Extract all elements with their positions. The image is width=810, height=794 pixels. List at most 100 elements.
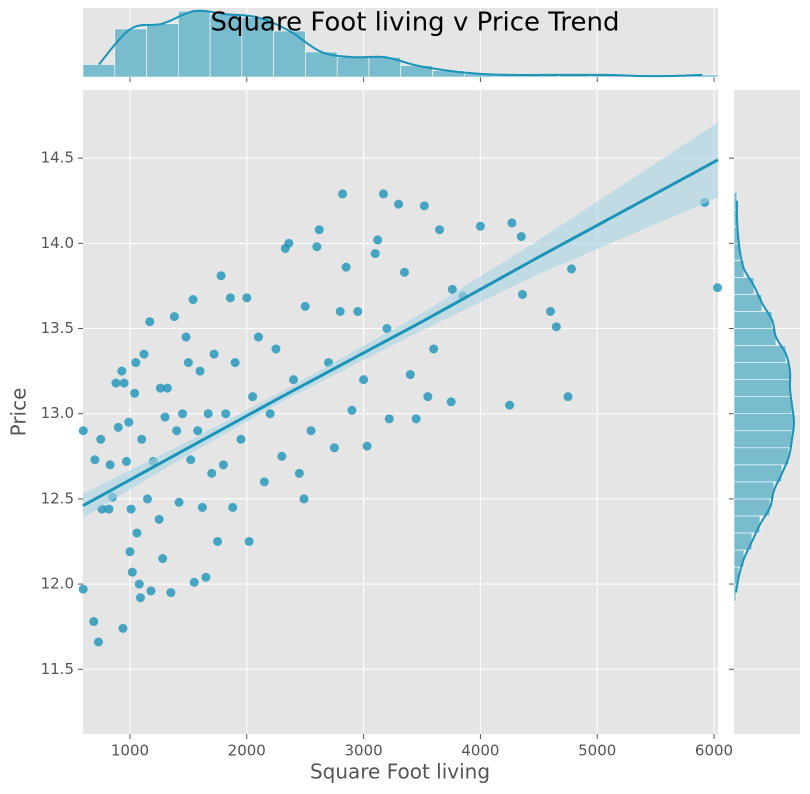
histogram-bar <box>733 294 763 312</box>
scatter-point <box>713 283 723 293</box>
histogram-bar <box>336 56 370 78</box>
scatter-point <box>172 426 182 436</box>
scatter-point <box>142 494 152 504</box>
scatter-point <box>228 502 238 512</box>
scatter-point <box>378 189 388 199</box>
scatter-point <box>154 514 164 524</box>
scatter-point <box>284 238 294 248</box>
scatter-point <box>221 409 231 419</box>
histogram-bar <box>733 345 787 363</box>
scatter-point <box>242 293 252 303</box>
scatter-point <box>253 332 263 342</box>
scatter-point <box>370 249 380 259</box>
scatter-point <box>174 497 184 507</box>
scatter-point <box>394 199 404 209</box>
scatter-point <box>155 383 165 393</box>
kde-curve <box>98 9 703 78</box>
scatter-point <box>382 324 392 334</box>
scatter-point <box>362 441 372 451</box>
scatter-point <box>131 358 141 368</box>
scatter-point <box>551 322 561 332</box>
scatter-point <box>105 460 115 470</box>
scatter-point <box>347 405 357 415</box>
scatter-point <box>446 397 456 407</box>
x-tick-label: 4000 <box>461 742 499 760</box>
scatter-point <box>126 504 136 514</box>
scatter-point <box>517 289 527 299</box>
histogram-bar <box>178 10 211 78</box>
kde-curve <box>735 200 796 593</box>
scatter-point <box>195 366 205 376</box>
scatter-point <box>89 617 99 627</box>
scatter-point <box>124 417 134 427</box>
histogram-bar <box>82 64 116 78</box>
scatter-point <box>294 468 304 478</box>
scatter-point <box>78 584 88 594</box>
scatter-point <box>288 375 298 385</box>
scatter-point <box>505 400 515 410</box>
histogram-bar <box>733 413 795 432</box>
scatter-point <box>117 366 127 376</box>
scatter-point <box>118 623 128 633</box>
scatter-point <box>244 536 254 546</box>
histogram-bar <box>733 464 783 483</box>
scatter-point <box>132 528 142 538</box>
scatter-point <box>359 375 369 385</box>
scatter-point <box>423 392 433 402</box>
histogram-bar <box>733 498 771 517</box>
scatter-point <box>373 235 383 245</box>
scatter-point <box>306 426 316 436</box>
scatter-point <box>399 267 409 277</box>
scatter-point <box>203 409 213 419</box>
scatter-point <box>411 414 421 424</box>
histogram-bar <box>733 362 791 380</box>
scatter-point <box>353 306 363 316</box>
scatter-point <box>119 378 129 388</box>
scatter-point <box>145 317 155 327</box>
scatter-point <box>130 388 140 398</box>
scatter-point <box>111 378 121 388</box>
scatter-point <box>567 264 577 274</box>
scatter-point <box>563 392 573 402</box>
scatter-point <box>160 412 170 422</box>
y-tick-label: 12.5 <box>41 489 74 507</box>
histogram-bar <box>305 51 338 78</box>
scatter-point <box>429 344 439 354</box>
scatter-point <box>341 262 351 272</box>
scatter-point <box>338 189 348 199</box>
scatter-point <box>139 349 149 359</box>
scatter-point <box>186 455 196 465</box>
scatter-point <box>90 455 100 465</box>
x-tick-label: 3000 <box>344 742 382 760</box>
scatter-point <box>93 637 103 647</box>
y-tick-label: 14.5 <box>41 149 74 167</box>
scatter-point <box>216 271 226 281</box>
y-tick-label: 11.5 <box>41 660 74 678</box>
scatter-point <box>183 358 193 368</box>
scatter-point <box>419 201 429 211</box>
histogram-bar <box>146 23 179 78</box>
histogram-bar <box>241 17 274 78</box>
scatter-point <box>314 225 324 235</box>
scatter-point <box>405 370 415 380</box>
scatter-point <box>158 554 168 564</box>
scatter-point <box>516 232 526 242</box>
scatter-point <box>384 414 394 424</box>
histogram-bar <box>733 430 793 449</box>
scatter-point <box>545 306 555 316</box>
scatter-point <box>134 579 144 589</box>
layer: 1000 2000 3000 4000 5000 6000 11.5 12.0 12.5 13.0… <box>41 8 800 760</box>
histogram-bar <box>733 328 777 346</box>
chart-title: Square Foot living v Price Trend <box>211 8 620 38</box>
scatter-point <box>209 349 219 359</box>
scatter-point <box>166 588 176 598</box>
scatter-point <box>213 536 223 546</box>
scatter-point <box>125 547 135 557</box>
y-tick-label: 13.0 <box>41 404 74 422</box>
regression-line <box>82 158 719 508</box>
scatter-point <box>188 295 198 305</box>
x-axis-label: Square Foot living <box>310 760 490 784</box>
scatter-point <box>329 443 339 453</box>
scatter-point <box>271 344 281 354</box>
